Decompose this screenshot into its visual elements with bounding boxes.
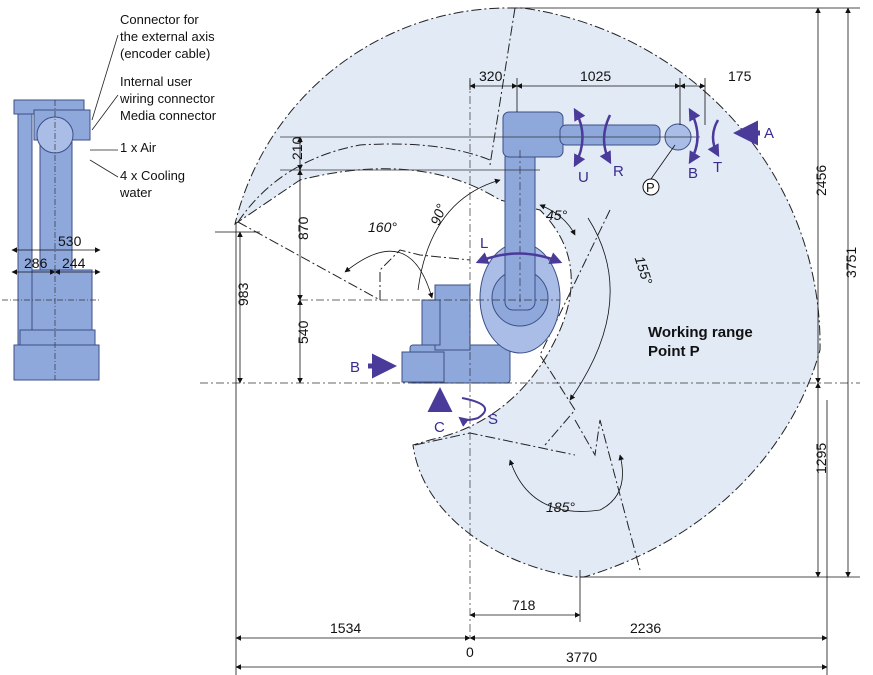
axis-indicators: U R B T A L B C S <box>350 107 774 436</box>
dim-286: 286 <box>24 255 48 271</box>
point-p-label: P <box>646 180 655 195</box>
working-range-label-line2: Point P <box>648 343 700 360</box>
axis-label-S: S <box>488 411 498 428</box>
angle-185: 185° <box>546 499 575 515</box>
axis-label-U: U <box>578 169 589 186</box>
axis-label-B-base: B <box>350 359 360 376</box>
dim-3770: 3770 <box>566 649 597 665</box>
dim-1534: 1534 <box>330 620 361 636</box>
bottom-dimensions <box>235 222 828 675</box>
dim-320: 320 <box>479 68 503 84</box>
angle-160: 160° <box>368 219 397 235</box>
callout-user-wiring-line1: Internal user <box>120 74 193 89</box>
callout-cooling-line1: 4 x Cooling <box>120 168 185 183</box>
callout-external-axis-line1: Connector for <box>120 12 199 27</box>
dim-530: 530 <box>58 233 82 249</box>
callout-user-wiring-line3: Media connector <box>120 108 217 123</box>
side-view-robot <box>13 99 100 381</box>
dim-870: 870 <box>295 216 311 240</box>
dim-983: 983 <box>235 282 251 306</box>
callout-external-axis-line2: the external axis <box>120 29 215 44</box>
axis-label-T: T <box>713 159 722 176</box>
axis-label-L: L <box>480 235 488 252</box>
angle-45: 45° <box>546 207 568 223</box>
callout-external-axis-line3: (encoder cable) <box>120 46 210 61</box>
dim-210: 210 <box>289 136 305 160</box>
dim-1295: 1295 <box>813 443 829 474</box>
right-dimensions <box>515 7 860 578</box>
left-dimensions <box>215 136 303 384</box>
dim-0: 0 <box>466 644 474 660</box>
dim-1025: 1025 <box>580 68 611 84</box>
dim-540: 540 <box>295 320 311 344</box>
dim-175: 175 <box>728 68 752 84</box>
working-range-label-line1: Working range <box>648 324 753 341</box>
axis-label-A: A <box>764 125 774 142</box>
side-view-dimensions: 530 286 244 <box>11 233 101 275</box>
dim-718: 718 <box>512 597 536 613</box>
angle-90: 90° <box>427 201 449 227</box>
callout-user-wiring-line2: wiring connector <box>119 91 215 106</box>
dim-2236: 2236 <box>630 620 661 636</box>
side-view-callouts: Connector for the external axis (encoder… <box>89 12 217 200</box>
callout-cooling-line2: water <box>119 185 152 200</box>
working-range-envelope <box>234 7 821 578</box>
dim-3751: 3751 <box>843 247 859 278</box>
axis-label-B: B <box>688 165 698 182</box>
axis-label-R: R <box>613 163 624 180</box>
top-dimensions <box>469 78 706 125</box>
dim-2456: 2456 <box>813 165 829 196</box>
dim-244: 244 <box>62 255 86 271</box>
axis-label-C: C <box>434 419 445 436</box>
callout-air: 1 x Air <box>120 140 157 155</box>
